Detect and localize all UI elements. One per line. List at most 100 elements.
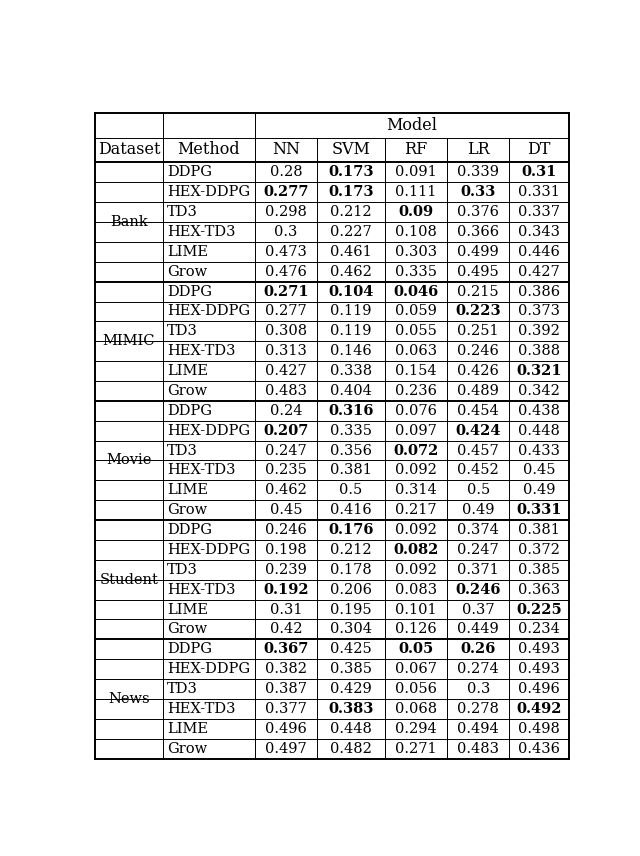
Text: 0.5: 0.5	[339, 484, 363, 497]
Text: 0.496: 0.496	[518, 682, 560, 696]
Text: 0.173: 0.173	[328, 165, 374, 180]
Text: HEX-TD3: HEX-TD3	[167, 463, 236, 478]
Text: Method: Method	[177, 141, 240, 158]
Text: 0.426: 0.426	[458, 364, 499, 378]
Text: TD3: TD3	[167, 562, 198, 577]
Text: 0.339: 0.339	[457, 165, 499, 180]
Text: 0.482: 0.482	[330, 741, 372, 756]
Text: 0.173: 0.173	[328, 185, 374, 199]
Text: 0.5: 0.5	[467, 484, 490, 497]
Text: 0.335: 0.335	[395, 265, 437, 279]
Text: 0.24: 0.24	[269, 404, 302, 418]
Text: 0.234: 0.234	[518, 622, 560, 636]
Text: 0.111: 0.111	[396, 185, 436, 199]
Text: 0.092: 0.092	[395, 523, 437, 537]
Text: TD3: TD3	[167, 205, 198, 219]
Text: 0.083: 0.083	[395, 583, 437, 597]
Text: 0.278: 0.278	[458, 702, 499, 716]
Text: 0.499: 0.499	[458, 245, 499, 259]
Text: 0.449: 0.449	[458, 622, 499, 636]
Text: 0.246: 0.246	[265, 523, 307, 537]
Text: 0.236: 0.236	[395, 384, 437, 398]
Text: TD3: TD3	[167, 324, 198, 338]
Text: 0.26: 0.26	[461, 642, 496, 657]
Text: 0.489: 0.489	[458, 384, 499, 398]
Text: 0.09: 0.09	[399, 205, 434, 219]
Text: 0.377: 0.377	[265, 702, 307, 716]
Text: 0.314: 0.314	[396, 484, 437, 497]
Text: TD3: TD3	[167, 682, 198, 696]
Text: 0.294: 0.294	[396, 722, 437, 736]
Text: 0.383: 0.383	[328, 702, 374, 716]
Text: 0.483: 0.483	[265, 384, 307, 398]
Text: 0.33: 0.33	[461, 185, 496, 199]
Text: 0.056: 0.056	[395, 682, 437, 696]
Text: 0.092: 0.092	[395, 562, 437, 577]
Text: 0.493: 0.493	[518, 663, 560, 676]
Text: 0.37: 0.37	[462, 603, 495, 616]
Text: 0.247: 0.247	[458, 543, 499, 557]
Text: 0.385: 0.385	[518, 562, 560, 577]
Text: 0.49: 0.49	[523, 484, 556, 497]
Text: 0.235: 0.235	[265, 463, 307, 478]
Text: 0.498: 0.498	[518, 722, 560, 736]
Text: LIME: LIME	[167, 245, 208, 259]
Text: 0.496: 0.496	[265, 722, 307, 736]
Text: 0.462: 0.462	[330, 265, 372, 279]
Text: 0.055: 0.055	[395, 324, 437, 338]
Text: 0.119: 0.119	[330, 324, 372, 338]
Text: News: News	[108, 692, 150, 706]
Text: 0.271: 0.271	[396, 741, 437, 756]
Text: 0.178: 0.178	[330, 562, 372, 577]
Text: 0.176: 0.176	[328, 523, 374, 537]
Text: 0.335: 0.335	[330, 424, 372, 437]
Text: 0.126: 0.126	[396, 622, 437, 636]
Text: RF: RF	[404, 141, 428, 158]
Text: 0.433: 0.433	[518, 443, 560, 458]
Text: 0.059: 0.059	[395, 305, 437, 318]
Text: 0.304: 0.304	[330, 622, 372, 636]
Text: 0.239: 0.239	[265, 562, 307, 577]
Text: 0.388: 0.388	[518, 344, 560, 358]
Text: 0.372: 0.372	[518, 543, 560, 557]
Text: 0.425: 0.425	[330, 642, 372, 657]
Text: 0.212: 0.212	[330, 205, 372, 219]
Text: 0.082: 0.082	[394, 543, 439, 557]
Text: 0.385: 0.385	[330, 663, 372, 676]
Text: DDPG: DDPG	[167, 404, 212, 418]
Text: 0.331: 0.331	[518, 185, 560, 199]
Text: 0.338: 0.338	[330, 364, 372, 378]
Text: 0.356: 0.356	[330, 443, 372, 458]
Text: DDPG: DDPG	[167, 642, 212, 657]
Text: 0.146: 0.146	[330, 344, 372, 358]
Text: 0.367: 0.367	[263, 642, 308, 657]
Text: LIME: LIME	[167, 484, 208, 497]
Text: 0.331: 0.331	[516, 503, 562, 517]
Text: HEX-TD3: HEX-TD3	[167, 583, 236, 597]
Text: 0.215: 0.215	[458, 284, 499, 299]
Text: HEX-DDPG: HEX-DDPG	[167, 185, 250, 199]
Text: Student: Student	[99, 573, 158, 586]
Text: 0.119: 0.119	[330, 305, 372, 318]
Text: 0.225: 0.225	[516, 603, 562, 616]
Text: 0.097: 0.097	[395, 424, 437, 437]
Text: 0.473: 0.473	[265, 245, 307, 259]
Text: Grow: Grow	[167, 503, 207, 517]
Text: 0.308: 0.308	[265, 324, 307, 338]
Text: 0.382: 0.382	[265, 663, 307, 676]
Text: 0.207: 0.207	[263, 424, 308, 437]
Text: LIME: LIME	[167, 603, 208, 616]
Text: 0.104: 0.104	[328, 284, 374, 299]
Text: 0.227: 0.227	[330, 225, 372, 239]
Text: 0.387: 0.387	[265, 682, 307, 696]
Text: HEX-DDPG: HEX-DDPG	[167, 543, 250, 557]
Text: 0.446: 0.446	[518, 245, 560, 259]
Text: 0.321: 0.321	[516, 364, 562, 378]
Text: 0.343: 0.343	[518, 225, 560, 239]
Text: 0.497: 0.497	[265, 741, 307, 756]
Text: 0.476: 0.476	[265, 265, 307, 279]
Text: LR: LR	[467, 141, 490, 158]
Text: 0.494: 0.494	[458, 722, 499, 736]
Text: 0.303: 0.303	[395, 245, 437, 259]
Text: 0.495: 0.495	[458, 265, 499, 279]
